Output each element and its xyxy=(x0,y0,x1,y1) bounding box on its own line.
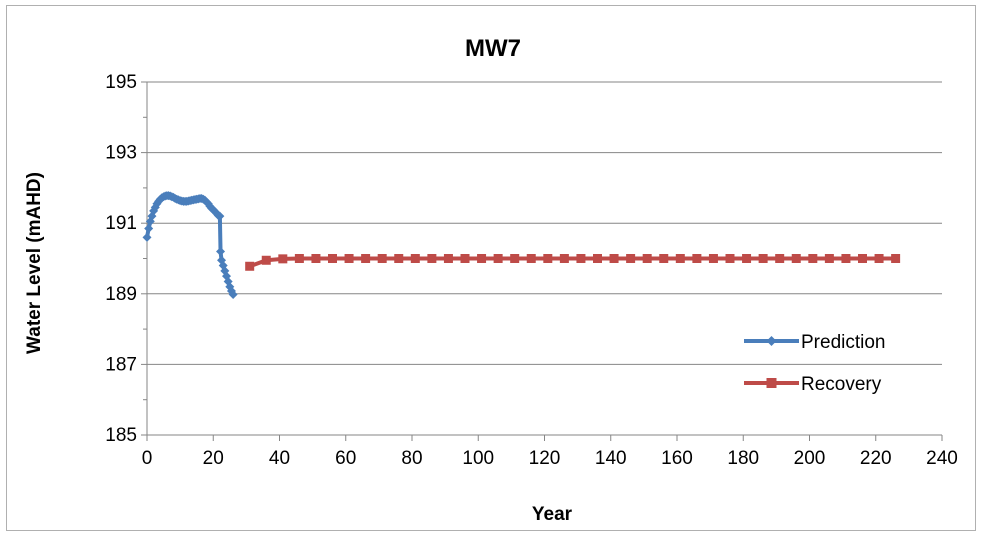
y-tick-label: 185 xyxy=(105,425,137,446)
y-tick-label: 189 xyxy=(105,284,137,305)
line-chart: MW7 185 187 189 191 193 195 0 20 40 60 80 100 120 14… xyxy=(24,35,958,525)
series-point xyxy=(659,254,669,263)
series-point xyxy=(824,254,834,263)
legend-label: Recovery xyxy=(801,374,882,395)
series-point xyxy=(294,254,304,263)
series-point xyxy=(344,254,354,263)
series-point xyxy=(626,254,636,263)
series-recovery xyxy=(245,254,901,271)
series-point xyxy=(443,254,453,263)
y-tick-label: 187 xyxy=(105,354,137,375)
y-tick-label: 191 xyxy=(105,213,137,234)
series-point xyxy=(692,254,702,263)
y-tick-labels: 185 187 189 191 193 195 xyxy=(105,72,137,446)
series-point xyxy=(675,254,685,263)
series-point xyxy=(609,254,619,263)
x-tick-label: 180 xyxy=(727,448,759,469)
x-tick-label: 20 xyxy=(203,448,224,469)
series-point xyxy=(460,254,470,263)
chart-title: MW7 xyxy=(465,35,521,62)
series-point xyxy=(328,254,337,263)
series-point xyxy=(576,254,586,263)
series-point xyxy=(410,254,420,263)
series-point xyxy=(261,255,271,265)
series-point xyxy=(228,290,238,300)
series-point xyxy=(708,254,718,263)
x-tick-label: 160 xyxy=(661,448,693,469)
series-point xyxy=(874,254,884,263)
y-axis-title: Water Level (mAHD) xyxy=(24,172,45,354)
series-point xyxy=(427,254,437,263)
series-point xyxy=(311,254,321,263)
y-tick-label: 193 xyxy=(105,143,137,164)
series-point xyxy=(808,254,818,263)
series-point xyxy=(493,254,503,263)
series-point xyxy=(642,254,652,263)
series-point xyxy=(766,378,777,388)
series-point xyxy=(394,254,404,263)
series-point xyxy=(725,254,735,263)
series-line xyxy=(145,193,235,296)
series-point xyxy=(278,254,288,264)
series-point xyxy=(791,254,801,263)
series-line xyxy=(249,256,896,269)
x-tick-label: 120 xyxy=(529,448,561,469)
series-point xyxy=(559,254,569,263)
x-axis-title: Year xyxy=(532,504,573,525)
x-tick-label: 220 xyxy=(860,448,892,469)
x-tick-label: 100 xyxy=(462,448,494,469)
series-point xyxy=(144,223,154,233)
y-tick-label: 195 xyxy=(105,72,137,93)
series-point xyxy=(477,254,487,263)
series-point xyxy=(543,254,553,263)
gridlines xyxy=(147,81,942,365)
axes xyxy=(141,81,943,441)
series-prediction xyxy=(142,191,238,300)
series-point xyxy=(510,254,520,263)
series-point xyxy=(361,254,371,263)
series-point xyxy=(593,254,602,263)
series-point xyxy=(775,254,785,263)
legend-label: Prediction xyxy=(801,332,886,353)
x-tick-label: 240 xyxy=(926,448,958,469)
series-point xyxy=(526,254,536,263)
series-point xyxy=(841,254,851,263)
series-point xyxy=(245,261,255,271)
series-point xyxy=(891,254,901,263)
series-point xyxy=(215,211,225,221)
series-point xyxy=(766,336,777,346)
x-tick-label: 60 xyxy=(335,448,356,469)
x-tick-labels: 0 20 40 60 80 100 120 140 160 180 200 220 240 xyxy=(142,448,958,469)
series-point xyxy=(742,254,752,263)
x-tick-label: 80 xyxy=(401,448,422,469)
series-point xyxy=(377,254,387,263)
series-layer xyxy=(142,191,901,300)
chart-frame: MW7 185 187 189 191 193 195 0 20 40 60 80 100 120 14… xyxy=(6,5,976,531)
legend-item-prediction: Prediction xyxy=(744,332,886,353)
legend: Prediction Recovery xyxy=(744,332,886,395)
x-tick-label: 200 xyxy=(794,448,826,469)
series-point xyxy=(142,232,152,242)
series-point xyxy=(858,254,867,263)
x-tick-label: 140 xyxy=(595,448,627,469)
series-point xyxy=(217,255,227,265)
series-point xyxy=(216,246,226,256)
legend-item-recovery: Recovery xyxy=(744,374,882,395)
series-point xyxy=(758,254,768,263)
x-tick-label: 40 xyxy=(269,448,290,469)
x-tick-label: 0 xyxy=(142,448,153,469)
